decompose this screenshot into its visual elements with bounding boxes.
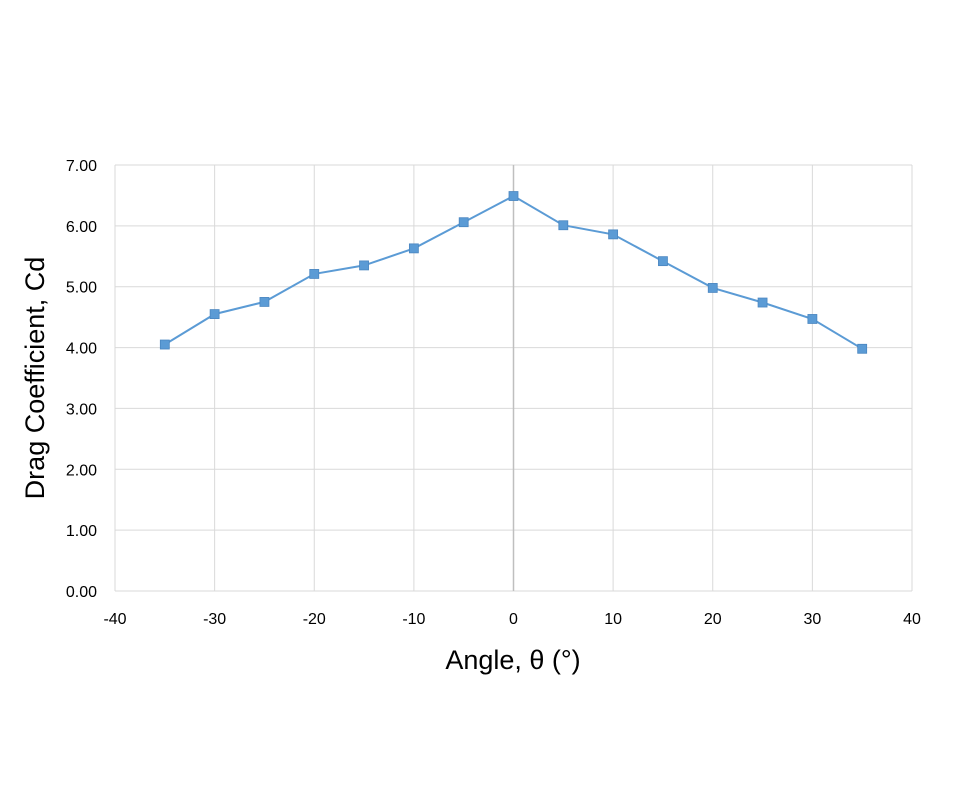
data-point	[259, 297, 270, 307]
data-point	[857, 343, 868, 354]
y-tick-label: 6.00	[66, 219, 97, 236]
data-point	[359, 260, 369, 271]
x-tick-label: -40	[103, 611, 126, 628]
y-axis-title: Drag Coefficient, Cd	[20, 257, 50, 500]
y-tick-label: 1.00	[66, 523, 97, 540]
y-tick-label: 4.00	[66, 341, 97, 358]
x-tick-label: 30	[803, 611, 821, 628]
y-tick-label: 7.00	[66, 158, 97, 175]
data-point	[309, 269, 320, 279]
y-axis-ticks: 0.00 1.00 2.00 3.00 4.00 5.00 6.00 7.00	[66, 158, 97, 601]
data-point	[757, 297, 768, 308]
x-tick-label: 10	[604, 611, 622, 628]
x-axis-ticks: -40 -30 -20 -10 0 10 20 30 40	[103, 611, 921, 628]
data-series	[159, 191, 868, 354]
y-tick-label: 3.00	[66, 401, 97, 418]
y-tick-label: 2.00	[66, 462, 97, 479]
x-tick-label: -10	[402, 611, 425, 628]
data-point	[458, 217, 469, 228]
data-point	[658, 256, 668, 267]
data-point	[608, 229, 619, 240]
x-tick-label: -20	[303, 611, 326, 628]
data-point	[508, 191, 519, 201]
x-tick-label: 0	[509, 611, 518, 628]
x-axis-title: Angle, θ (°)	[445, 645, 580, 675]
data-point	[807, 314, 818, 324]
data-point	[159, 339, 170, 350]
data-point	[558, 220, 569, 231]
x-tick-label: 40	[903, 611, 921, 628]
data-point	[209, 309, 220, 320]
grid	[114, 164, 913, 592]
x-tick-label: 20	[704, 611, 722, 628]
data-point	[408, 243, 419, 254]
data-point	[707, 283, 718, 293]
y-tick-label: 0.00	[66, 584, 97, 601]
y-tick-label: 5.00	[66, 280, 97, 297]
x-tick-label: -30	[203, 611, 226, 628]
